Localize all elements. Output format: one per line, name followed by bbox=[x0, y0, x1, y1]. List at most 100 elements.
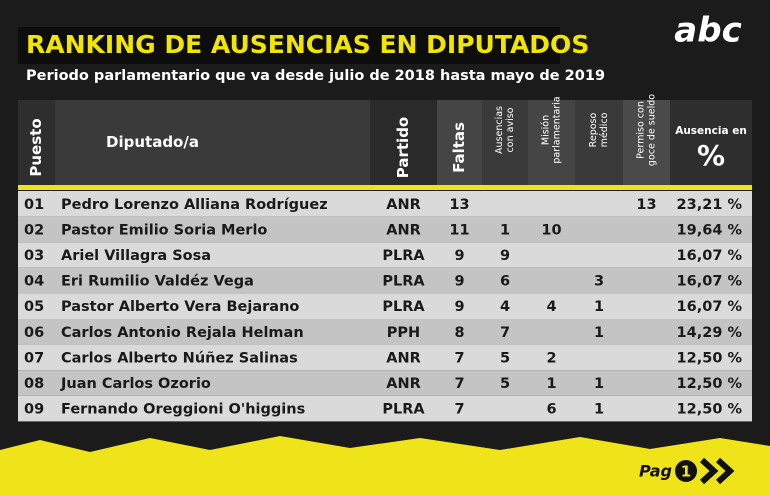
header-cell bbox=[623, 100, 670, 185]
cell-text: 1 bbox=[594, 325, 604, 341]
cell-text: 07 bbox=[24, 350, 44, 366]
cell-text: 1 bbox=[546, 376, 556, 392]
title-band bbox=[18, 27, 560, 64]
header-text: Ausencias bbox=[494, 106, 505, 154]
row-bg bbox=[18, 267, 752, 294]
cell-text: 06 bbox=[24, 325, 44, 341]
cell-text: 10 bbox=[541, 222, 561, 238]
cell-text: 11 bbox=[449, 222, 469, 238]
cell-text: 16,07 % bbox=[677, 248, 743, 264]
cell-text: 9 bbox=[500, 248, 510, 264]
deputy-name: Fernando Oreggioni O'higgins bbox=[61, 402, 305, 418]
header-text: Partido bbox=[394, 117, 412, 178]
header-text: Misión bbox=[541, 115, 552, 145]
cell-text: 1 bbox=[500, 222, 510, 238]
cell-text: 03 bbox=[24, 248, 44, 264]
cell-text: 5 bbox=[500, 350, 510, 366]
cell-text: 02 bbox=[24, 222, 44, 238]
cell-text: 08 bbox=[24, 376, 44, 392]
page-badge bbox=[675, 460, 697, 482]
next-arrows[interactable] bbox=[699, 457, 735, 485]
header-text: parlamentaria bbox=[552, 96, 563, 163]
table: Puesto Diputado/a Partido Faltas Ausencias co… bbox=[18, 94, 752, 422]
subtitle: Periodo parlamentario que va desde julio… bbox=[26, 68, 605, 84]
header-cell bbox=[55, 100, 370, 185]
header-text: goce de sueldo bbox=[647, 94, 658, 166]
header-text: Diputado/a bbox=[106, 133, 199, 151]
cell-text: 13 bbox=[449, 197, 469, 213]
header-text: Faltas bbox=[450, 122, 468, 173]
cell-text: 04 bbox=[24, 274, 44, 290]
cell-text: 1 bbox=[594, 376, 604, 392]
header-cell bbox=[482, 100, 528, 185]
cell-text: 3 bbox=[594, 274, 604, 290]
cell-text: PLRA bbox=[382, 248, 425, 264]
cell-text: PLRA bbox=[382, 402, 425, 418]
deputy-name: Pastor Alberto Vera Bejarano bbox=[61, 299, 299, 315]
page-label: Pag bbox=[639, 462, 672, 481]
deputy-name: Juan Carlos Ozorio bbox=[60, 376, 211, 392]
cell-text: ANR bbox=[386, 197, 421, 213]
row-bg bbox=[18, 319, 752, 345]
header-text: Permiso con bbox=[636, 101, 647, 159]
deputy-name: Pastor Emilio Soria Merlo bbox=[61, 222, 267, 238]
cell-text: 23,21 % bbox=[677, 197, 743, 213]
deputy-name: Carlos Antonio Rejala Helman bbox=[61, 325, 304, 341]
cell-text: 9 bbox=[454, 248, 464, 264]
header-cell bbox=[18, 100, 55, 185]
footer-band bbox=[0, 436, 770, 496]
header-cell bbox=[528, 100, 575, 185]
cell-text: 16,07 % bbox=[677, 274, 743, 290]
header-text: médico bbox=[599, 112, 610, 147]
cell-text: 6 bbox=[546, 402, 556, 418]
row-bg bbox=[18, 242, 752, 268]
cell-text: 8 bbox=[454, 325, 464, 341]
cell-text: 2 bbox=[546, 350, 556, 366]
cell-text: ANR bbox=[386, 350, 421, 366]
title: RANKING DE AUSENCIAS EN DIPUTADOS bbox=[26, 30, 589, 59]
cell-text: 12,50 % bbox=[677, 376, 743, 392]
header-text: Ausencia en bbox=[675, 125, 747, 137]
cell-text: 7 bbox=[454, 402, 464, 418]
page-number: 1 bbox=[681, 463, 691, 481]
header-cell bbox=[670, 100, 752, 185]
cell-text: 12,50 % bbox=[677, 350, 743, 366]
cell-text: ANR bbox=[386, 376, 421, 392]
row-bg bbox=[18, 216, 752, 243]
cell-text: 05 bbox=[24, 299, 44, 315]
cell-text: 19,64 % bbox=[677, 222, 743, 238]
cell-text: 12,50 % bbox=[677, 402, 743, 418]
cell-text: 1 bbox=[594, 402, 604, 418]
logo: abc bbox=[674, 11, 741, 51]
header-cell bbox=[370, 100, 437, 185]
header-text: Reposo bbox=[588, 113, 599, 148]
header-rule bbox=[18, 185, 752, 190]
row-bg bbox=[18, 395, 752, 422]
header-text: con aviso bbox=[505, 107, 516, 152]
row-bg bbox=[18, 370, 752, 396]
cell-text: 6 bbox=[500, 274, 510, 290]
cell-text: 5 bbox=[500, 376, 510, 392]
header-cell bbox=[437, 100, 482, 185]
cell-text: 13 bbox=[636, 197, 656, 213]
row-bg bbox=[18, 344, 752, 371]
cell-text: PLRA bbox=[382, 274, 425, 290]
cell-text: 7 bbox=[454, 350, 464, 366]
header-percent: % bbox=[697, 139, 725, 172]
cell-text: 16,07 % bbox=[677, 299, 743, 315]
deputy-name: Carlos Alberto Núñez Salinas bbox=[61, 350, 298, 366]
cell-text: 14,29 % bbox=[677, 325, 743, 341]
cell-text: ANR bbox=[386, 222, 421, 238]
cell-text: PLRA bbox=[382, 299, 425, 315]
cell-text: 9 bbox=[454, 274, 464, 290]
cell-text: 09 bbox=[24, 402, 44, 418]
cell-text: 4 bbox=[500, 299, 510, 315]
cell-text: 01 bbox=[24, 197, 44, 213]
header-text: Puesto bbox=[27, 118, 45, 176]
cell-text: PPH bbox=[387, 325, 420, 341]
row-bg bbox=[18, 191, 752, 217]
deputy-name: Eri Rumilio Valdéz Vega bbox=[61, 274, 254, 290]
cell-text: 1 bbox=[594, 299, 604, 315]
cell-text: 9 bbox=[454, 299, 464, 315]
